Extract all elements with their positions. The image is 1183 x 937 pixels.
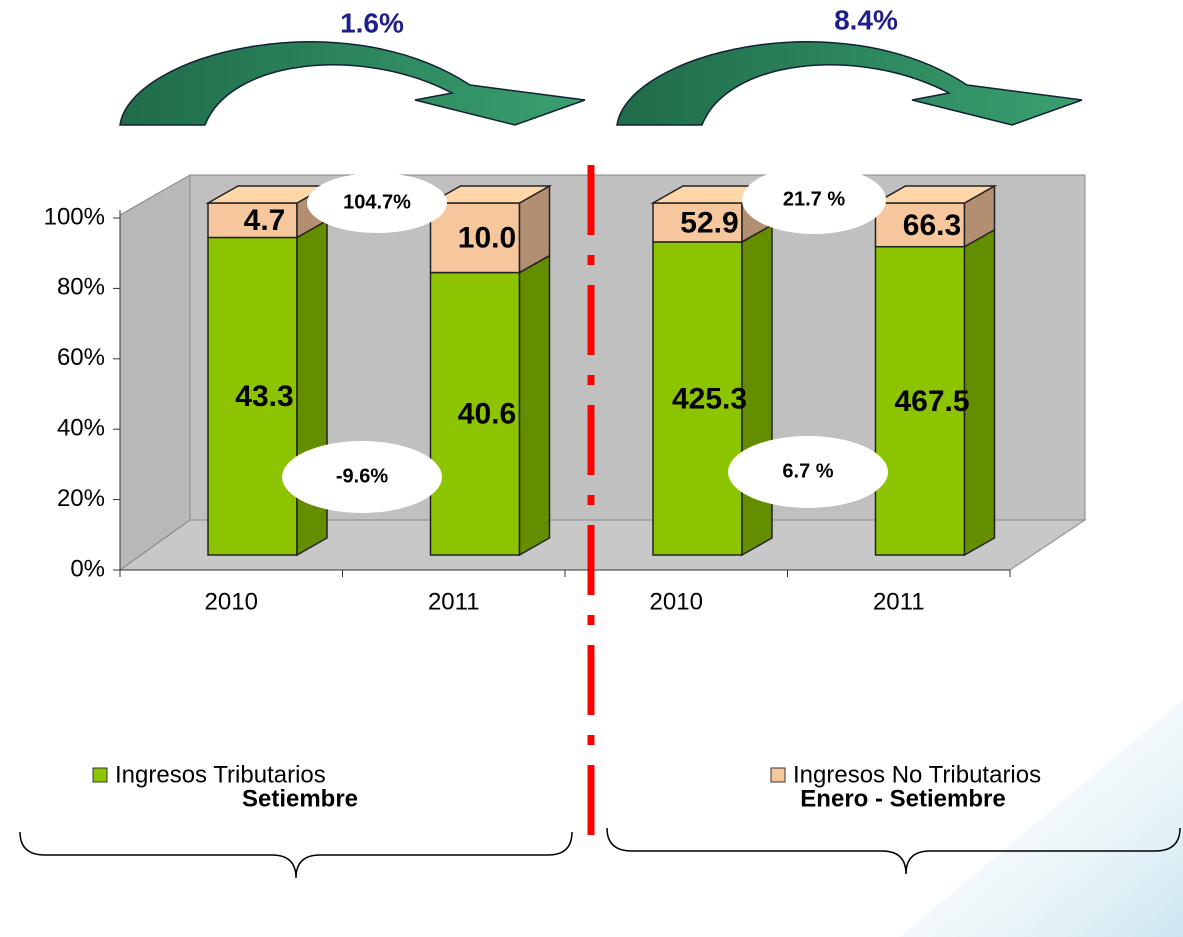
bar	[874, 202, 966, 248]
x-tick-label: 2011	[873, 588, 925, 615]
y-tick-label: 100%	[44, 203, 105, 230]
bar	[429, 271, 521, 556]
x-tick-label: 2010	[650, 588, 703, 615]
data-label: 52.9	[680, 206, 738, 239]
data-label: 10.0	[458, 222, 516, 255]
annotation-bubble	[742, 166, 886, 234]
brace	[606, 827, 1181, 875]
legend-label: Ingresos Tributarios	[115, 761, 326, 788]
bar-top	[427, 185, 553, 204]
bar-top	[872, 185, 998, 204]
bar	[429, 202, 521, 274]
data-label: 40.6	[458, 398, 516, 431]
y-tick-label: 20%	[57, 485, 105, 512]
annotation: 104.7%	[343, 191, 411, 213]
bar-side	[518, 254, 551, 557]
annotation: -9.6%	[336, 465, 388, 487]
annotation-bubble	[307, 173, 447, 233]
legend-label: Ingresos No Tributarios	[793, 761, 1041, 788]
side-wall	[119, 174, 191, 571]
data-label: 66.3	[903, 209, 961, 242]
growth-arrow	[119, 41, 586, 126]
annotation-bubble	[282, 441, 442, 513]
legend-swatch	[770, 767, 786, 783]
data-label: 467.5	[894, 385, 969, 418]
growth-label: 1.6%	[340, 7, 404, 38]
bar	[652, 241, 743, 556]
y-tick-label: 0%	[70, 555, 105, 582]
annotation-bubble	[728, 436, 888, 508]
bar	[874, 245, 966, 556]
annotation: 6.7 %	[782, 460, 833, 482]
annotation: 21.7 %	[783, 188, 845, 210]
bar	[652, 202, 743, 243]
growth-arrow	[616, 41, 1083, 126]
y-tick-label: 60%	[57, 344, 105, 371]
background-decoration	[900, 700, 1183, 937]
group-label: Setiembre	[242, 785, 358, 812]
data-label: 43.3	[235, 380, 293, 413]
brace	[19, 831, 573, 879]
y-tick-label: 80%	[57, 274, 105, 301]
data-label: 4.7	[244, 204, 286, 237]
x-tick-label: 2011	[428, 588, 480, 615]
data-label: 425.3	[672, 382, 747, 415]
legend-swatch	[92, 767, 108, 783]
growth-label: 8.4%	[834, 4, 898, 35]
y-tick-label: 40%	[57, 415, 105, 442]
x-tick-label: 2010	[205, 588, 258, 615]
group-label: Enero - Setiembre	[800, 785, 1005, 812]
